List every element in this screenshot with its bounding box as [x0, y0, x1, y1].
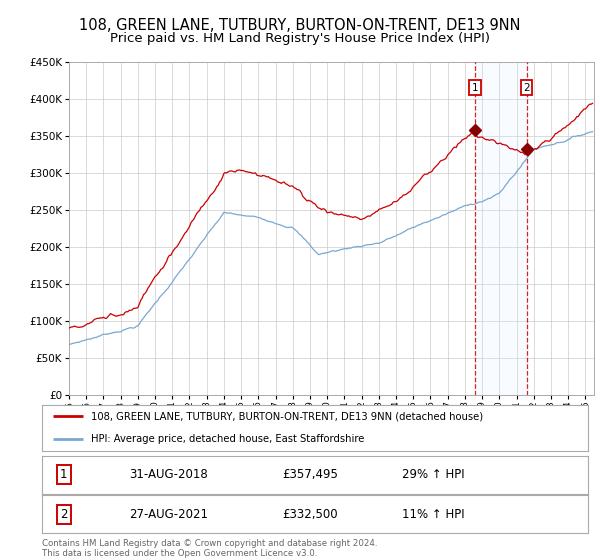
Bar — [475, 62, 527, 395]
Text: Price paid vs. HM Land Registry's House Price Index (HPI): Price paid vs. HM Land Registry's House … — [110, 32, 490, 45]
Text: 108, GREEN LANE, TUTBURY, BURTON-ON-TRENT, DE13 9NN (detached house): 108, GREEN LANE, TUTBURY, BURTON-ON-TREN… — [91, 412, 483, 421]
Text: 2: 2 — [60, 507, 68, 521]
Text: Contains HM Land Registry data © Crown copyright and database right 2024.
This d: Contains HM Land Registry data © Crown c… — [42, 539, 377, 558]
Text: 108, GREEN LANE, TUTBURY, BURTON-ON-TRENT, DE13 9NN: 108, GREEN LANE, TUTBURY, BURTON-ON-TREN… — [79, 18, 521, 33]
Text: 29% ↑ HPI: 29% ↑ HPI — [403, 468, 465, 482]
Text: £357,495: £357,495 — [282, 468, 338, 482]
Text: 27-AUG-2021: 27-AUG-2021 — [130, 507, 208, 521]
Text: 1: 1 — [60, 468, 68, 482]
Text: 11% ↑ HPI: 11% ↑ HPI — [403, 507, 465, 521]
Text: HPI: Average price, detached house, East Staffordshire: HPI: Average price, detached house, East… — [91, 435, 365, 444]
Text: 1: 1 — [472, 82, 478, 92]
Text: £332,500: £332,500 — [282, 507, 338, 521]
Text: 2: 2 — [523, 82, 530, 92]
Text: 31-AUG-2018: 31-AUG-2018 — [130, 468, 208, 482]
